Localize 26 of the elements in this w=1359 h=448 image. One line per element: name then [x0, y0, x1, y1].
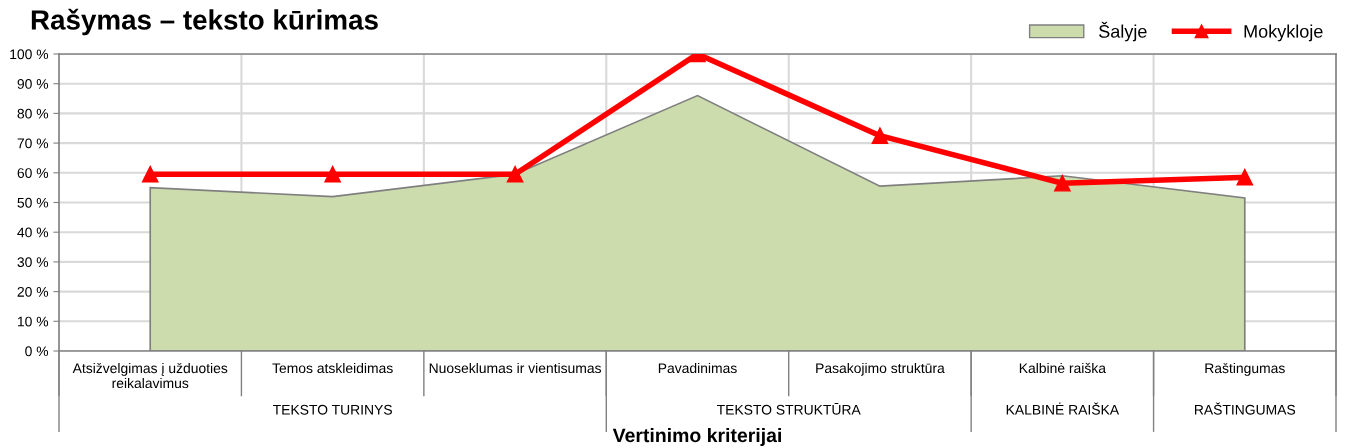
x-tick-label: Temos atskleidimas [272, 362, 393, 374]
y-tick-label: 40 % [17, 227, 49, 238]
text: TEKSTO TURINYS [273, 404, 392, 415]
x-tick-label: Pavadinimas [658, 362, 737, 374]
chart-title: Rašymas – teksto kūrimas [31, 8, 378, 36]
y-tick-label: 10 % [17, 316, 49, 327]
x-tick-label: Pasakojimo struktūra [816, 362, 945, 376]
text: RAŠTINGUMAS [1194, 402, 1296, 415]
x-tick-label: Atsižvelgimas į užduoties reikalavimus [72, 362, 228, 389]
y-tick-label: 20 % [17, 286, 49, 297]
text: TEKSTO STRUKTŪRA [717, 403, 861, 415]
y-tick-label: 0 % [25, 346, 49, 357]
x-tick-label: Kalbinė raiška [1019, 362, 1106, 374]
y-tick-label: 60 % [17, 168, 49, 178]
y-tick-label: 70 % [17, 138, 49, 149]
x-tick-label: Nuoseklumas ir vientisumas [429, 362, 602, 374]
x-tick-label: Raštingumas [1205, 362, 1285, 376]
legend-label: Šalyje [1099, 21, 1147, 42]
x-axis-title: Vertinimo kriterijai [612, 427, 781, 447]
y-tick-label: 90 % [17, 79, 49, 89]
y-tick-label: 100 % [10, 49, 49, 60]
legend-label: Mokykloje [1244, 24, 1323, 42]
y-tick-label: 50 % [17, 197, 49, 208]
y-tick-label: 30 % [17, 257, 49, 268]
text: KALBINĖ RAIŠKA [1006, 402, 1120, 415]
y-tick-label: 80 % [17, 108, 49, 119]
